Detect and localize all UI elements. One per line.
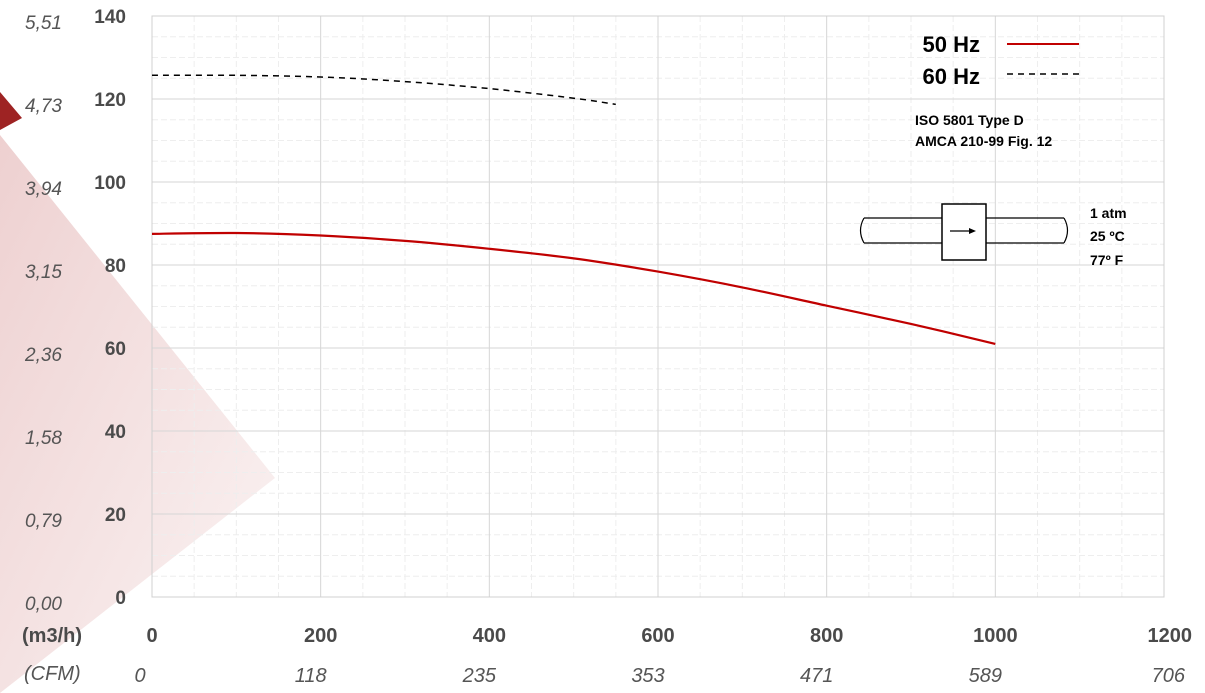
- series-line-60hz: [151, 74, 616, 106]
- y2-tick-label: 0,00: [25, 594, 62, 615]
- series-layer: [151, 74, 996, 345]
- y2-axis-ticks: 0,00 0,79 1,58 2,36 3,15 3,94 4,73 5,51: [24, 13, 62, 615]
- x-tick-label: 1000: [973, 625, 1018, 647]
- condition-temp-f: 77º F: [1090, 252, 1124, 268]
- x2-tick-label: 0: [134, 665, 145, 687]
- x-tick-label: 0: [146, 625, 157, 647]
- x-tick-label: 600: [641, 625, 674, 647]
- x-tick-label: 200: [304, 625, 337, 647]
- x2-unit-label: (CFM): [24, 663, 81, 685]
- legend: 50 Hz 60 Hz: [923, 32, 1079, 89]
- y-tick-label: 0: [115, 588, 126, 609]
- y2-tick-label: 3,15: [25, 262, 62, 283]
- y2-tick-label: 3,94: [25, 179, 62, 200]
- plot-area: [151, 15, 1165, 598]
- y2-tick-label: 5,51: [25, 13, 62, 34]
- y2-tick-label: 1,58: [25, 428, 62, 449]
- y-tick-label: 60: [105, 339, 126, 360]
- condition-temp-c: 25 ºC: [1090, 228, 1125, 244]
- x2-tick-label: 589: [969, 665, 1002, 687]
- y-tick-label: 20: [105, 505, 126, 526]
- x2-axis-ticks: 0 118 235 353 471 589 706: [134, 665, 1185, 687]
- y2-tick-label: 0,79: [25, 511, 62, 532]
- x2-tick-label: 471: [800, 665, 833, 687]
- x-axis-ticks: 0 200 400 600 800 1000 1200: [146, 625, 1192, 647]
- plot-frame: [151, 15, 1165, 598]
- x2-tick-label: 235: [462, 665, 497, 687]
- condition-pressure: 1 atm: [1090, 205, 1127, 221]
- legend-label-60hz: 60 Hz: [923, 64, 980, 89]
- y-tick-label: 100: [94, 173, 126, 194]
- watermark-wedge: [0, 135, 275, 693]
- legend-label-50hz: 50 Hz: [923, 32, 980, 57]
- y2-tick-label: 4,73: [25, 96, 62, 117]
- x2-tick-label: 706: [1152, 665, 1186, 687]
- duct-test-setup-icon: [859, 203, 1069, 261]
- y-axis-ticks: 0 20 40 60 80 100 120 140: [94, 7, 126, 609]
- standard-label-amca: AMCA 210-99 Fig. 12: [915, 133, 1052, 149]
- x-tick-label: 400: [473, 625, 506, 647]
- y2-tick-label: 2,36: [24, 345, 62, 366]
- x2-tick-label: 353: [631, 665, 664, 687]
- y-tick-label: 40: [105, 422, 126, 443]
- x-tick-label: 1200: [1148, 625, 1193, 647]
- y-tick-label: 120: [94, 90, 126, 111]
- standard-label-iso: ISO 5801 Type D: [915, 112, 1024, 128]
- watermark-corner: [0, 92, 22, 130]
- x2-tick-label: 118: [295, 665, 327, 687]
- x-tick-label: 800: [810, 625, 843, 647]
- series-line-50hz: [151, 231, 996, 345]
- y-tick-label: 140: [94, 7, 126, 28]
- x-unit-label: (m3/h): [22, 625, 82, 647]
- y-tick-label: 80: [105, 256, 126, 277]
- flow-arrow-icon: [969, 228, 976, 234]
